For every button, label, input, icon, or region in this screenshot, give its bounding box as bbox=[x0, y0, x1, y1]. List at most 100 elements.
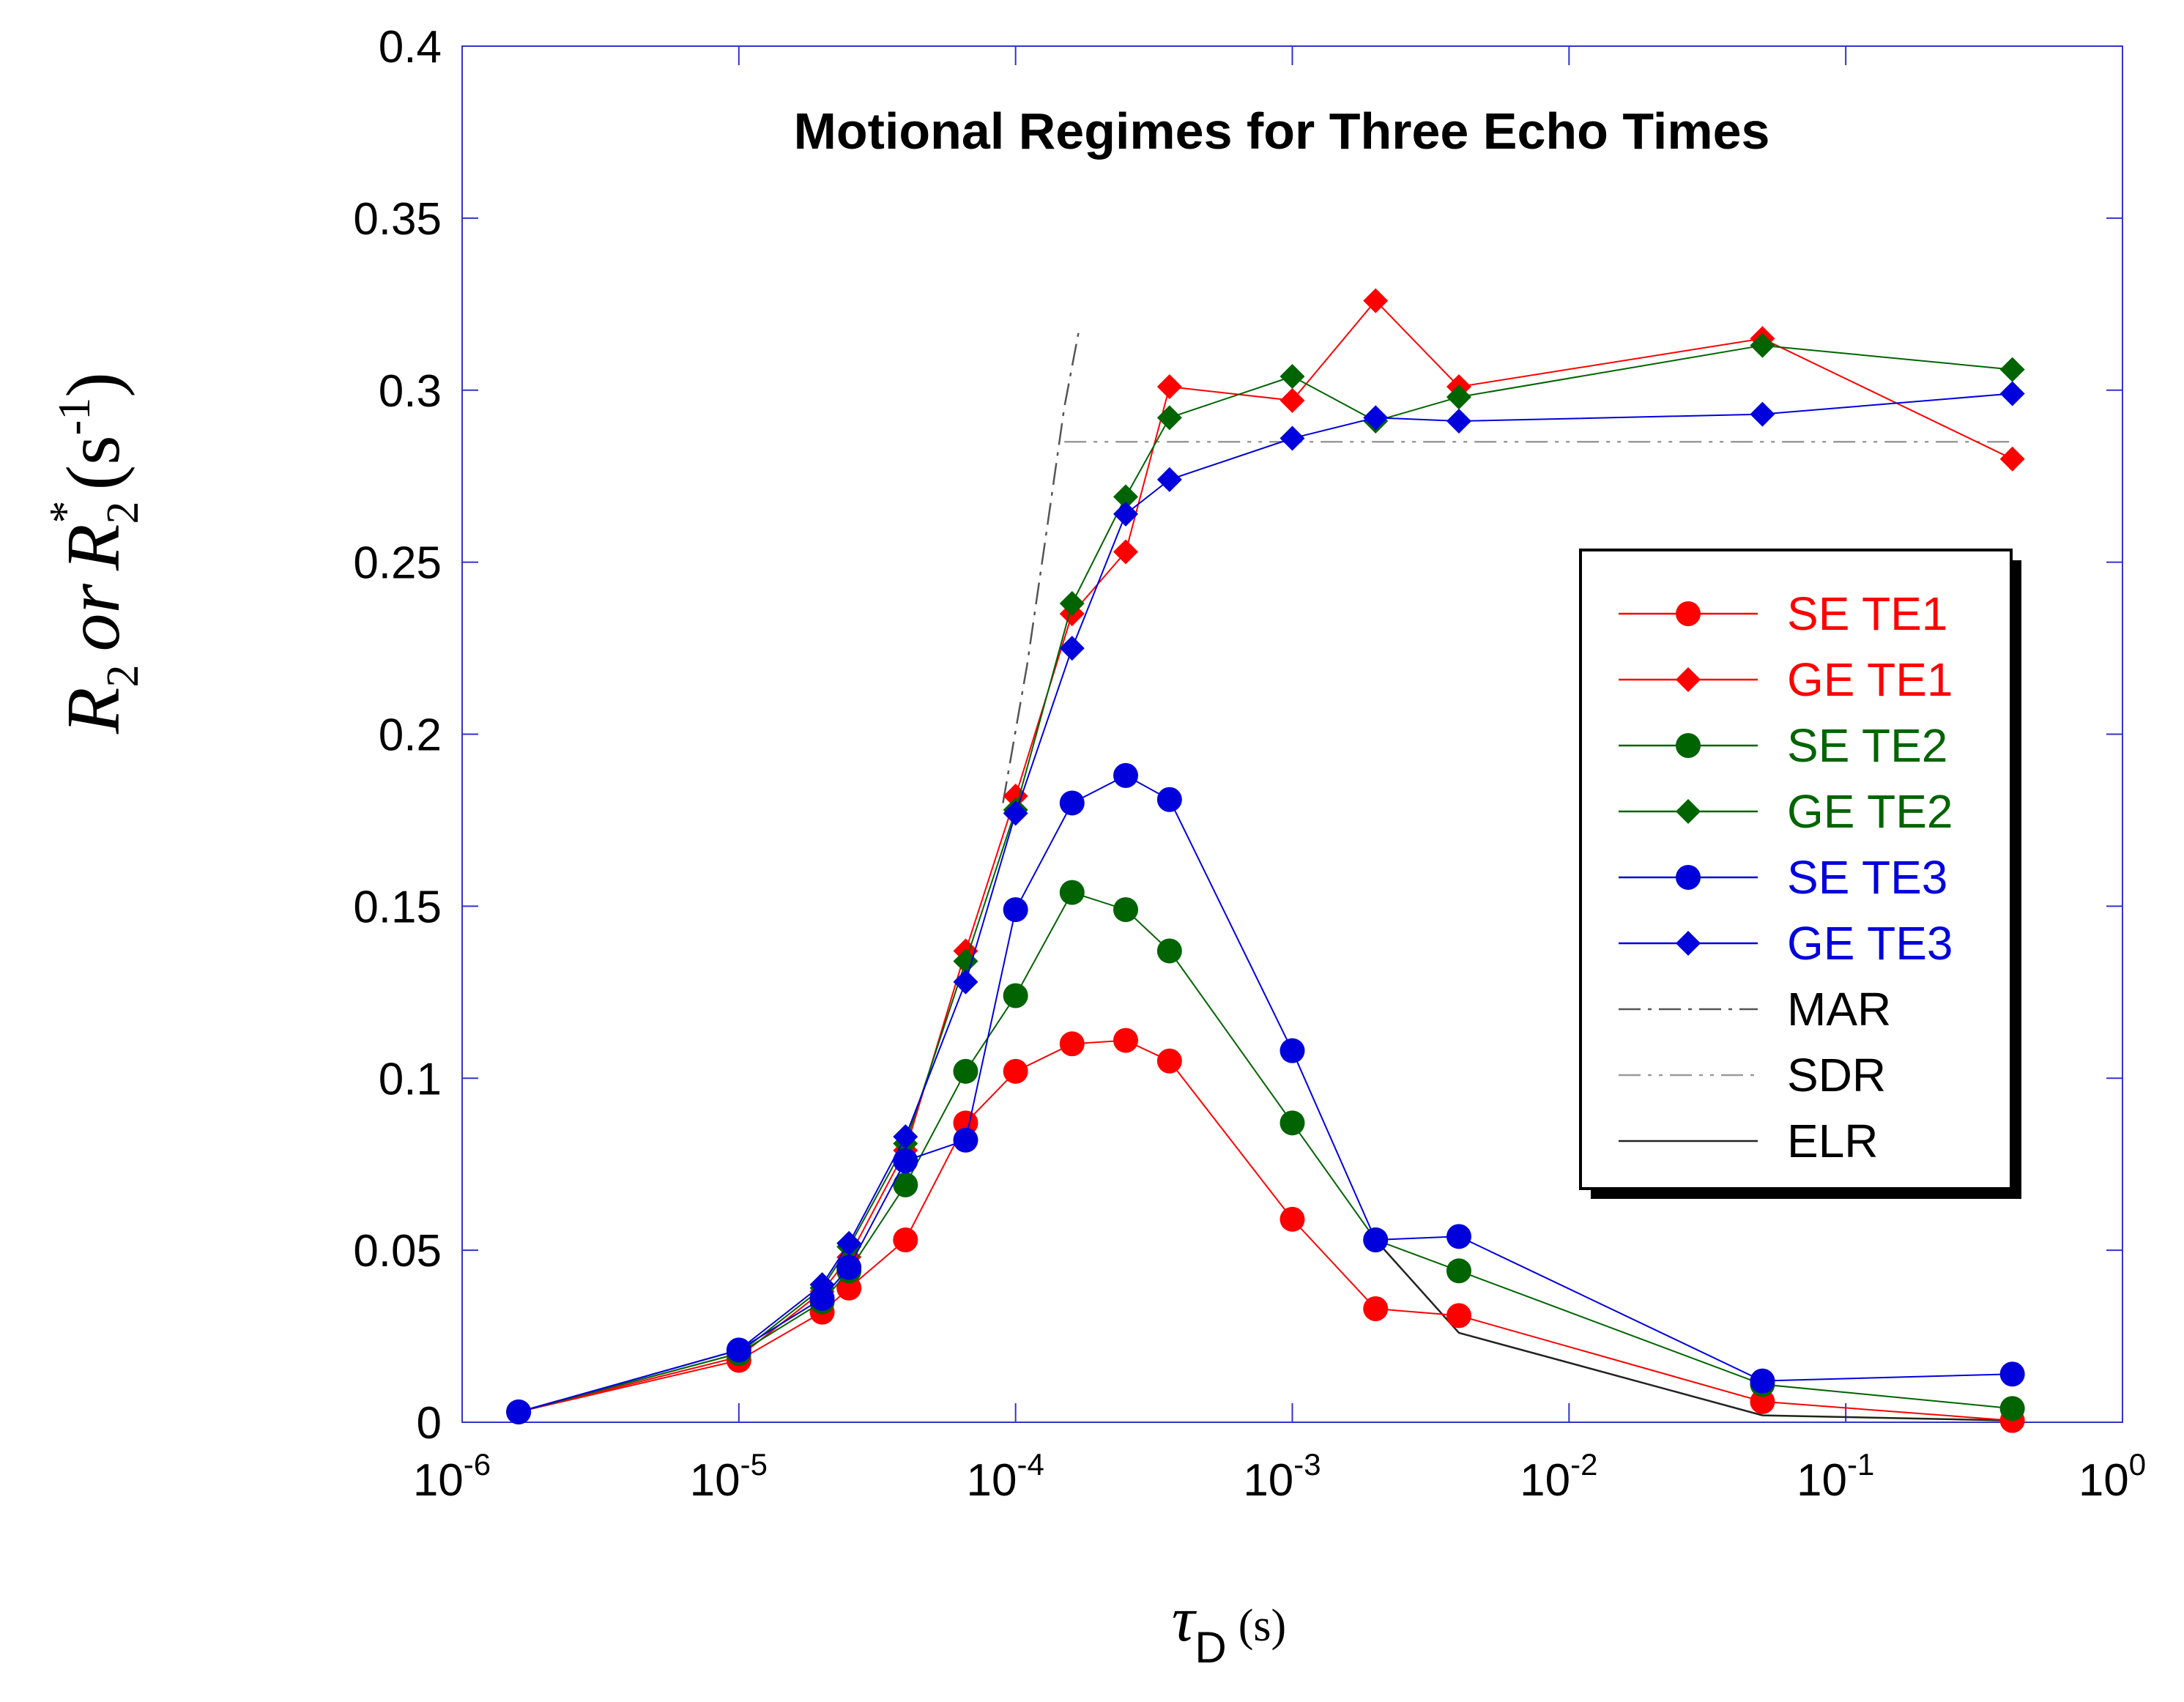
data-point-ge-te1 bbox=[1363, 288, 1389, 313]
data-point-ge-te3 bbox=[1750, 401, 1775, 427]
y-tick-label: 0.15 bbox=[353, 882, 442, 932]
legend-label-ge-te1: GE TE1 bbox=[1787, 653, 1953, 706]
data-point-ge-te1 bbox=[1113, 539, 1139, 565]
data-point-ge-te2 bbox=[1999, 357, 2025, 382]
y-label-unit-close: ) bbox=[51, 372, 135, 398]
x-tick-label: 10-5 bbox=[690, 1447, 768, 1506]
data-point-ge-te3 bbox=[1363, 405, 1389, 431]
data-point-ge-te3 bbox=[953, 969, 978, 995]
axis-ticks bbox=[461, 45, 2123, 1423]
data-point-se-te2 bbox=[893, 1172, 918, 1197]
legend-entry-mar: MAR bbox=[1619, 983, 1891, 1036]
data-point-ge-te2 bbox=[1059, 590, 1085, 616]
data-point-se-te2 bbox=[1446, 1258, 1471, 1284]
data-point-se-te1 bbox=[1003, 1058, 1028, 1084]
legend-label-se-te2: SE TE2 bbox=[1787, 719, 1947, 772]
legend: SE TE1 GE TE1 SE TE2 GE TE2 SE TE3 GE TE3 MAR S… bbox=[1579, 549, 2021, 1199]
data-point-se-te1 bbox=[953, 1110, 978, 1136]
y-tick-label: 0.4 bbox=[379, 22, 442, 73]
y-tick-label: 0.35 bbox=[353, 194, 442, 245]
data-point-se-te3 bbox=[836, 1255, 862, 1280]
legend-marker-ge-te1 bbox=[1676, 667, 1701, 692]
legend-entry-sdr: SDR bbox=[1619, 1049, 1886, 1101]
data-point-se-te3 bbox=[953, 1127, 978, 1153]
data-point-se-te2 bbox=[1113, 897, 1139, 923]
data-point-ge-te3 bbox=[836, 1230, 862, 1256]
y-label-unit-sup: -1 bbox=[50, 398, 100, 436]
legend-entry-se-te3: SE TE3 bbox=[1619, 851, 1947, 904]
legend-label-se-te1: SE TE1 bbox=[1787, 587, 1947, 640]
legend-entry-elr: ELR bbox=[1619, 1115, 1879, 1167]
legend-entry-ge-te3: GE TE3 bbox=[1619, 917, 1953, 970]
data-point-ge-te3 bbox=[1279, 426, 1305, 451]
data-point-ge-te1 bbox=[1156, 374, 1182, 400]
data-point-se-te2 bbox=[953, 1058, 978, 1084]
y-tick-label: 0.3 bbox=[379, 366, 442, 417]
data-point-ge-te2 bbox=[1113, 484, 1139, 510]
data-point-ge-te3 bbox=[726, 1337, 751, 1363]
data-point-se-te1 bbox=[1363, 1296, 1389, 1321]
data-point-ge-te2 bbox=[1446, 384, 1471, 410]
y-label-sub1: 2 bbox=[98, 664, 148, 687]
x-tick-label: 10-6 bbox=[413, 1447, 491, 1506]
data-point-ge-te3 bbox=[506, 1399, 532, 1424]
legend-label-ge-te3: GE TE3 bbox=[1787, 917, 1953, 970]
series-ge-te3 bbox=[506, 381, 2025, 1424]
legend-label-ge-te2: GE TE2 bbox=[1787, 785, 1953, 838]
legend-entry-se-te2: SE TE2 bbox=[1619, 719, 1947, 772]
x-tick-label: 10-3 bbox=[1243, 1447, 1321, 1506]
y-label-r: R bbox=[51, 687, 135, 735]
x-tick-label: 10-1 bbox=[1797, 1447, 1874, 1506]
data-point-ge-te2 bbox=[1279, 363, 1305, 389]
legend-marker-ge-te2 bbox=[1676, 799, 1701, 824]
data-point-se-te3 bbox=[1156, 787, 1182, 812]
legend-label-sdr: SDR bbox=[1787, 1049, 1886, 1101]
y-tick-label: 0 bbox=[417, 1398, 442, 1449]
ref-line-elr bbox=[1375, 1239, 2013, 1422]
data-point-se-te3 bbox=[893, 1148, 918, 1173]
legend-label-se-te3: SE TE3 bbox=[1787, 851, 1947, 904]
legend-marker-se-te3 bbox=[1676, 865, 1701, 890]
data-point-ge-te3 bbox=[1059, 636, 1085, 661]
data-point-se-te3 bbox=[1113, 762, 1139, 788]
data-point-se-te3 bbox=[1750, 1368, 1775, 1394]
data-point-ge-te3 bbox=[809, 1272, 835, 1298]
data-point-se-te1 bbox=[1156, 1048, 1182, 1074]
data-point-ge-te2 bbox=[1750, 332, 1775, 358]
y-tick-label: 0.1 bbox=[379, 1054, 442, 1104]
y-label-or: or bbox=[51, 583, 135, 651]
data-point-ge-te3 bbox=[1113, 501, 1139, 527]
reference-lines bbox=[1002, 327, 2013, 1422]
data-point-se-te3 bbox=[1363, 1227, 1389, 1253]
chart-title: Motional Regimes for Three Echo Times bbox=[794, 103, 1770, 160]
ref-line-mar bbox=[1002, 327, 1080, 803]
data-point-se-te3 bbox=[1999, 1361, 2025, 1387]
y-tick-labels: 0 0.05 0.1 0.15 0.2 0.25 0.3 0.35 0.4 bbox=[353, 22, 442, 1449]
data-point-se-te1 bbox=[1446, 1303, 1471, 1328]
data-point-se-te3 bbox=[1003, 897, 1028, 923]
data-point-se-te1 bbox=[893, 1227, 918, 1253]
y-label-r2: R bbox=[51, 524, 135, 571]
y-label-sub2: 2 bbox=[98, 501, 148, 524]
y-label-unit-open: (s bbox=[51, 435, 135, 490]
data-point-ge-te3 bbox=[893, 1124, 918, 1150]
x-tick-labels: 10-6 10-5 10-4 10-3 10-2 10-1 100 bbox=[413, 1447, 2146, 1506]
data-point-se-te2 bbox=[1156, 938, 1182, 964]
data-point-ge-te3 bbox=[1156, 467, 1182, 492]
x-axis-label: τD (s) bbox=[1172, 1584, 1286, 1672]
data-point-ge-te3 bbox=[1446, 409, 1471, 434]
data-point-se-te2 bbox=[1003, 983, 1028, 1008]
data-point-ge-te2 bbox=[953, 948, 978, 974]
data-point-se-te3 bbox=[1279, 1038, 1305, 1063]
y-tick-label: 0.2 bbox=[379, 710, 442, 761]
data-point-se-te3 bbox=[809, 1285, 835, 1311]
data-point-ge-te1 bbox=[1279, 387, 1305, 413]
data-point-se-te1 bbox=[836, 1275, 862, 1301]
data-point-se-te2 bbox=[1279, 1110, 1305, 1136]
data-point-ge-te2 bbox=[1156, 405, 1182, 431]
x-tick-label: 100 bbox=[2079, 1447, 2146, 1506]
legend-box bbox=[1579, 549, 2013, 1190]
data-point-se-te3 bbox=[1446, 1224, 1471, 1249]
x-label-sub: D bbox=[1195, 1623, 1226, 1672]
